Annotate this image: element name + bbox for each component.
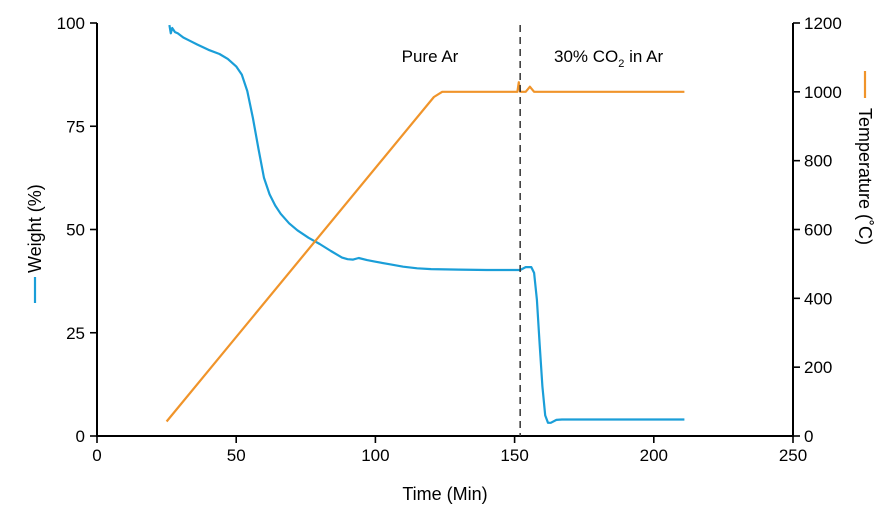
x-tick-label: 150 bbox=[500, 446, 528, 465]
y-right-tick-label: 400 bbox=[804, 289, 832, 308]
x-tick-label: 0 bbox=[92, 446, 101, 465]
y-right-tick-label: 0 bbox=[804, 427, 813, 446]
weight-series-line bbox=[168, 24, 685, 424]
y-left-tick-label: 50 bbox=[66, 221, 85, 240]
x-tick-label: 250 bbox=[779, 446, 807, 465]
y-right-axis-label: Temperature (˚C) bbox=[855, 108, 875, 245]
x-tick-label: 200 bbox=[640, 446, 668, 465]
x-axis-label: Time (Min) bbox=[402, 484, 487, 504]
y-right-tick-label: 1000 bbox=[804, 83, 842, 102]
y-right-tick-label: 1200 bbox=[804, 14, 842, 33]
tick-marks-and-labels: 0 50 100 150 200 2500255075100020040060080010… bbox=[57, 14, 842, 465]
y-right-tick-label: 800 bbox=[804, 152, 832, 171]
x-tick-label: 50 bbox=[227, 446, 246, 465]
y-right-axis-title: Temperature (˚C) bbox=[855, 71, 875, 245]
y-right-tick-label: 600 bbox=[804, 221, 832, 240]
temperature-series-line bbox=[165, 81, 685, 423]
y-left-axis-label: Weight (%) bbox=[25, 184, 45, 273]
y-left-axis-title: Weight (%) bbox=[25, 184, 45, 303]
y-left-tick-label: 0 bbox=[76, 427, 85, 446]
axes bbox=[96, 23, 794, 437]
y-left-tick-label: 100 bbox=[57, 14, 85, 33]
y-right-tick-label: 200 bbox=[804, 358, 832, 377]
y-left-tick-label: 75 bbox=[66, 117, 85, 136]
y-left-tick-label: 25 bbox=[66, 324, 85, 343]
region-label-co2: 30% CO2 in Ar bbox=[554, 47, 663, 70]
plot-lines bbox=[165, 24, 685, 424]
region-label-pure-ar: Pure Ar bbox=[402, 47, 459, 66]
x-tick-label: 100 bbox=[361, 446, 389, 465]
